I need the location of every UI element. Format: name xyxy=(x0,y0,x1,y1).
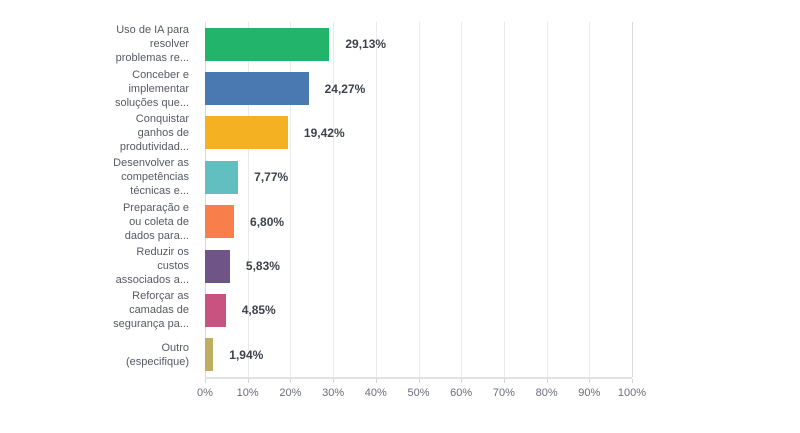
x-tick-label: 30% xyxy=(322,387,345,399)
x-tick-mark xyxy=(205,379,206,383)
bar xyxy=(205,293,226,327)
bar xyxy=(205,205,235,239)
category-label: Reforçar as camadas de segurança pa... xyxy=(113,290,189,331)
value-label: 19,42% xyxy=(303,125,345,140)
value-label: 29,13% xyxy=(345,37,387,52)
x-tick-label: 40% xyxy=(364,387,387,399)
plot-area: 29,13% 24,27% 19,42% 7,77% 6,80% 5,83% 4,85% 1,… xyxy=(205,22,633,379)
gridline xyxy=(333,22,335,377)
x-axis: 0% 10% 20% 30% 40% 50% 60% 70% 80% 90% 100% xyxy=(197,379,646,409)
bar-row: 7,77% xyxy=(205,155,632,199)
bar-row: 19,42% xyxy=(205,111,632,155)
bar xyxy=(205,338,214,372)
x-tick-mark xyxy=(546,379,548,383)
gridline xyxy=(589,22,591,377)
x-tick-mark xyxy=(461,379,463,383)
x-tick-mark xyxy=(290,379,292,383)
category-label: Conquistar ganhos de produtividad... xyxy=(119,112,189,153)
category-label: Reduzir os custos associados a... xyxy=(115,246,189,287)
gridline xyxy=(290,22,292,377)
x-tick-mark xyxy=(503,379,505,383)
value-label: 4,85% xyxy=(241,303,276,318)
x-tick-mark xyxy=(632,379,633,383)
x-tick-mark xyxy=(589,379,591,383)
value-label: 1,94% xyxy=(229,347,264,362)
bar-row: 5,83% xyxy=(205,244,632,288)
category-label: Conceber e implementar soluções que... xyxy=(115,68,189,109)
gridline xyxy=(418,22,420,377)
category-label: Outro (especifique) xyxy=(126,341,189,368)
bar-row: 24,27% xyxy=(205,66,632,110)
x-tick-label: 20% xyxy=(279,387,302,399)
bar xyxy=(205,27,330,61)
x-tick-label: 50% xyxy=(407,387,430,399)
x-tick-label: 60% xyxy=(450,387,473,399)
gridline xyxy=(503,22,505,377)
bar xyxy=(205,249,230,283)
x-tick-mark xyxy=(333,379,335,383)
x-tick-label: 80% xyxy=(535,387,558,399)
x-tick-mark xyxy=(418,379,420,383)
gridline xyxy=(247,22,249,377)
x-tick-mark xyxy=(375,379,377,383)
bar-row: 6,80% xyxy=(205,200,632,244)
gridline xyxy=(546,22,548,377)
category-label: Preparação e ou coleta de dados para... xyxy=(122,201,189,242)
bar xyxy=(205,160,239,194)
bar xyxy=(205,72,309,106)
value-label: 24,27% xyxy=(324,81,366,96)
gridline xyxy=(632,22,633,377)
x-tick-label: 0% xyxy=(197,387,213,399)
bar-row: 4,85% xyxy=(205,288,632,332)
x-tick-label: 70% xyxy=(492,387,515,399)
bar xyxy=(205,116,288,150)
gridline xyxy=(461,22,463,377)
value-label: 7,77% xyxy=(254,170,289,185)
x-tick-mark xyxy=(247,379,249,383)
category-axis: Uso de IA para resolver problemas re... C… xyxy=(0,22,197,377)
category-label: Desenvolver as competências técnicas e..… xyxy=(113,157,189,198)
x-tick-label: 10% xyxy=(236,387,259,399)
x-tick-label: 100% xyxy=(617,387,647,399)
bar-row: 29,13% xyxy=(205,22,632,66)
gridline xyxy=(375,22,377,377)
gridline xyxy=(205,22,206,377)
value-label: 5,83% xyxy=(245,259,280,274)
value-label: 6,80% xyxy=(250,214,285,229)
category-label: Uso de IA para resolver problemas re... xyxy=(115,24,189,65)
bar-row: 1,94% xyxy=(205,333,632,377)
x-tick-label: 90% xyxy=(578,387,601,399)
